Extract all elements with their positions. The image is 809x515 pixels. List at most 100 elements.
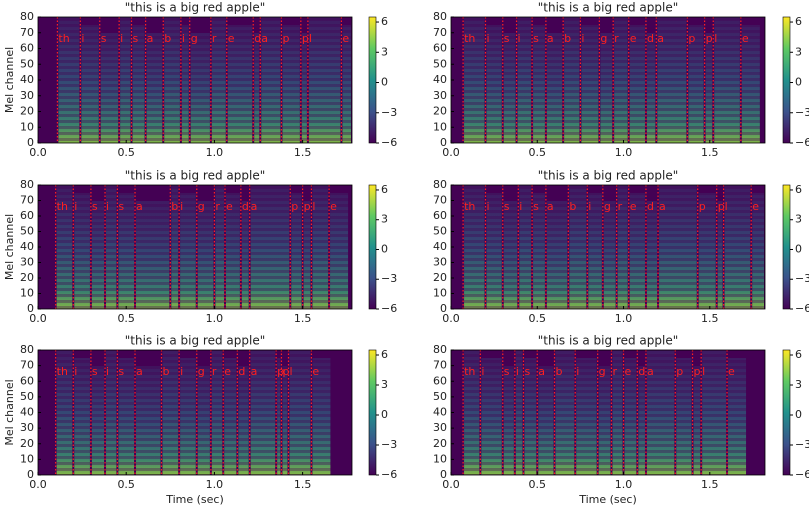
phoneme-label: e [224, 365, 231, 378]
x-tick-label: 1.0 [206, 312, 224, 325]
x-tick-label: 1.5 [701, 478, 719, 491]
phoneme-label: a [136, 200, 143, 213]
y-tick-label: 80 [20, 178, 34, 191]
phoneme-label: a [659, 200, 666, 213]
phoneme-label: i [487, 200, 490, 213]
x-tick-label: 0.5 [529, 146, 547, 159]
phoneme-label: d [647, 200, 654, 213]
y-tick-label: 0 [440, 468, 447, 481]
colorbar-tick-label: −6 [381, 302, 397, 315]
phoneme-label: e [226, 200, 233, 213]
phoneme-label: r [614, 32, 619, 45]
y-tick-label: 10 [433, 287, 447, 300]
phoneme-label: d [638, 365, 645, 378]
phoneme-label: b [164, 32, 171, 45]
colorbar-tick-label: −3 [381, 272, 397, 285]
y-tick-label: 80 [433, 343, 447, 356]
phoneme-label: e [625, 365, 632, 378]
harmonics-texture [38, 17, 352, 143]
phoneme-label: p [277, 365, 284, 378]
colorbar-tick-label: 0 [795, 242, 802, 255]
colorbar-tick-label: −6 [795, 302, 809, 315]
phoneme-label: i [581, 32, 584, 45]
phoneme-label: r [618, 200, 623, 213]
y-tick-label: 80 [20, 10, 34, 23]
harmonics-texture [451, 350, 765, 475]
phoneme-label: r [212, 32, 217, 45]
chart-title: "this is a big red apple" [538, 334, 679, 348]
y-tick-label: 20 [433, 271, 447, 284]
colorbar-tick-label: 0 [795, 76, 802, 89]
x-tick-label: 0.5 [117, 146, 135, 159]
phoneme-label: i [518, 32, 521, 45]
y-tick-label: 70 [433, 26, 447, 39]
chart-title: "this is a big red apple" [125, 334, 266, 348]
phoneme-label: i [106, 365, 109, 378]
y-tick-label: 20 [433, 437, 447, 450]
y-tick-label: 0 [27, 468, 34, 481]
phoneme-label: i [120, 32, 123, 45]
x-tick-label: 0.5 [117, 312, 135, 325]
phoneme-label: s [118, 365, 124, 378]
phoneme-label: i [519, 200, 522, 213]
phoneme-label: i [106, 200, 109, 213]
phoneme-label: d [254, 32, 261, 45]
harmonics-texture [38, 350, 352, 475]
y-tick-label: 60 [433, 374, 447, 387]
y-tick-label: 50 [433, 390, 447, 403]
phoneme-label: g [599, 365, 606, 378]
x-tick-label: 1.5 [294, 146, 312, 159]
phoneme-label: i [182, 32, 185, 45]
phoneme-label: g [198, 200, 205, 213]
chart-title: "this is a big red apple" [125, 169, 266, 183]
y-tick-label: 50 [433, 225, 447, 238]
y-tick-label: 10 [20, 120, 34, 133]
y-tick-label: 20 [20, 271, 34, 284]
phoneme-label: l [289, 365, 292, 378]
phoneme-label: i [180, 200, 183, 213]
phoneme-label: a [147, 32, 154, 45]
colorbar-tick-label: 3 [381, 45, 388, 58]
phoneme-label: i [74, 365, 77, 378]
phoneme-label: e [728, 365, 735, 378]
phoneme-label: s [504, 365, 510, 378]
y-tick-label: 40 [20, 240, 34, 253]
phoneme-label: l [309, 32, 312, 45]
x-axis-label: Time (sec) [165, 493, 224, 506]
x-tick-label: 1.0 [615, 478, 633, 491]
chart-title: "this is a big red apple" [538, 169, 679, 183]
y-tick-label: 10 [20, 452, 34, 465]
y-tick-label: 60 [433, 42, 447, 55]
phoneme-label: e [312, 365, 319, 378]
colorbar [368, 16, 377, 144]
phoneme-label: d [238, 365, 245, 378]
phoneme-label: r [612, 365, 617, 378]
y-tick-label: 40 [20, 406, 34, 419]
chart-title: "this is a big red apple" [125, 1, 266, 15]
phoneme-label: g [191, 32, 198, 45]
x-tick-label: 0.5 [117, 478, 135, 491]
y-tick-label: 20 [20, 105, 34, 118]
y-axis-label: Mel channel [3, 379, 16, 445]
phoneme-label: b [171, 200, 178, 213]
phoneme-label: p [676, 365, 683, 378]
y-tick-label: 60 [20, 42, 34, 55]
y-tick-label: 0 [440, 302, 447, 315]
colorbar-tick-label: 0 [381, 408, 388, 421]
colorbar [782, 349, 791, 476]
y-tick-label: 20 [20, 437, 34, 450]
colorbar-tick-label: −3 [795, 106, 809, 119]
phoneme-label: l [714, 32, 717, 45]
colorbar-tick-label: 6 [795, 15, 802, 28]
colorbar-tick-label: 6 [381, 183, 388, 196]
colorbar-tick-label: −6 [381, 136, 397, 149]
phoneme-label: p [718, 200, 725, 213]
y-tick-label: 60 [20, 374, 34, 387]
y-tick-label: 20 [433, 105, 447, 118]
colorbar-tick-label: 3 [795, 45, 802, 58]
y-tick-label: 50 [433, 57, 447, 70]
phoneme-label: i [487, 32, 490, 45]
colorbar-tick-label: −6 [795, 468, 809, 481]
phoneme-label: s [504, 32, 510, 45]
y-tick-label: 0 [440, 136, 447, 149]
